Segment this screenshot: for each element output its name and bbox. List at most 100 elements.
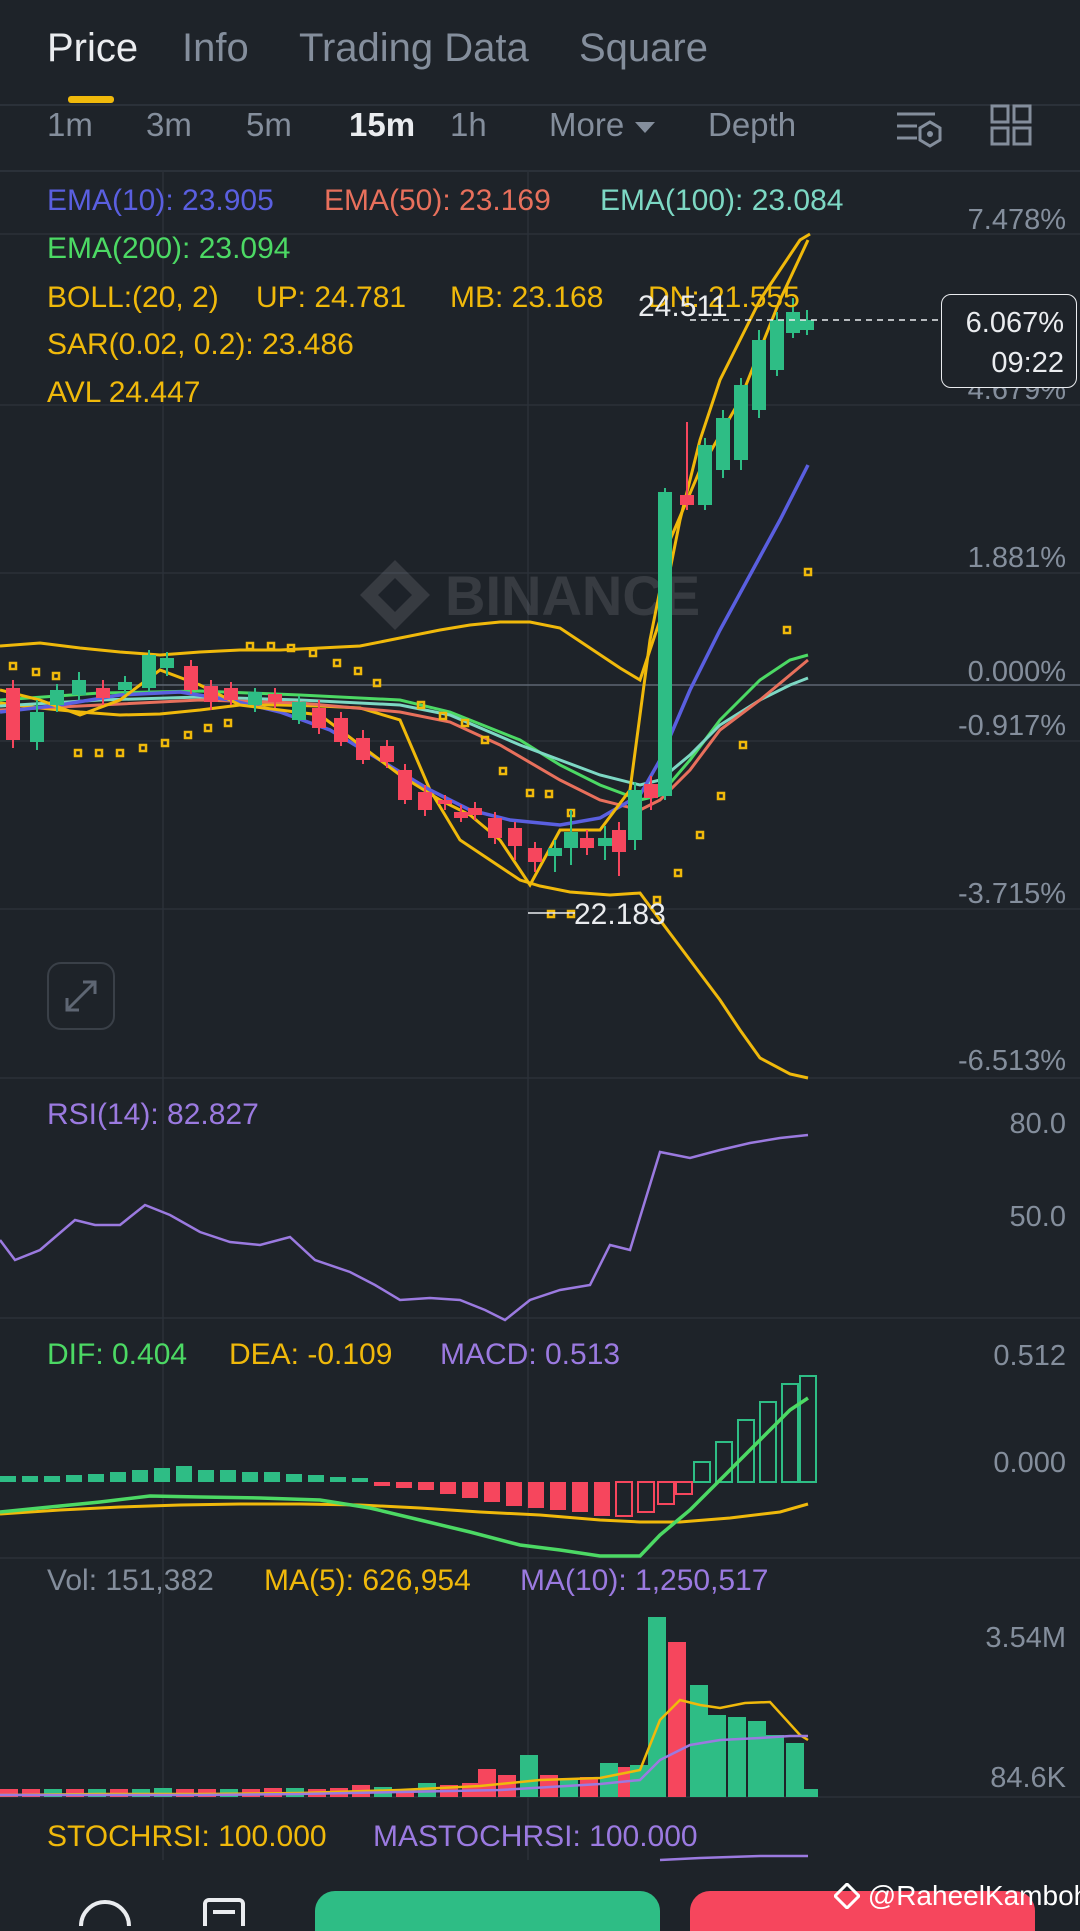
volume-bar <box>800 1789 818 1797</box>
tab-price[interactable]: Price <box>47 26 139 70</box>
macd-bar <box>657 1481 675 1505</box>
axis-label: 1.881% <box>967 542 1066 574</box>
binance-watermark <box>360 560 430 630</box>
tab-info[interactable]: Info <box>182 26 249 70</box>
interval-5m[interactable]: 5m <box>246 106 292 143</box>
volume-bar <box>560 1779 578 1797</box>
candle-body <box>142 655 156 688</box>
candle-body <box>528 848 542 862</box>
volume-bar <box>748 1721 766 1797</box>
candle-body <box>698 445 712 505</box>
volume-bars <box>0 1617 818 1797</box>
binance-logo-icon <box>832 1881 862 1911</box>
candle-body <box>468 808 482 815</box>
rsi-label: RSI(14): 82.827 <box>47 1098 259 1131</box>
axis-label: -3.715% <box>957 878 1066 910</box>
macd-bar <box>0 1476 16 1482</box>
watermark-user-text: @RaheelKamboh <box>867 1880 1080 1911</box>
volume-bar <box>648 1617 666 1797</box>
candle-body <box>644 784 658 798</box>
candle-body <box>72 680 86 695</box>
interval-1m[interactable]: 1m <box>47 106 93 143</box>
macd-bar <box>198 1470 214 1482</box>
axis-label: -6.513% <box>957 1045 1066 1077</box>
axis-label: 0.000% <box>967 656 1066 688</box>
dif-line <box>0 1396 809 1558</box>
interval-3m[interactable]: 3m <box>146 106 192 143</box>
more-dropdown[interactable]: More <box>549 106 657 144</box>
vol-ma10-label: MA(10): 1,250,517 <box>520 1564 769 1597</box>
candle-body <box>734 385 748 460</box>
candle-body <box>508 828 522 846</box>
volume-bar <box>498 1775 516 1797</box>
rsi-line <box>0 1133 809 1322</box>
volume-bar <box>478 1769 496 1797</box>
high-price-marker: 24.511 <box>638 290 728 323</box>
candle-body <box>118 682 132 690</box>
dea-label: DEA: -0.109 <box>229 1338 393 1371</box>
macd-bar <box>330 1477 346 1482</box>
boll-dn-label: DN: 21.555 <box>648 281 800 314</box>
dea-line <box>0 1502 809 1524</box>
macd-bar <box>693 1461 711 1483</box>
chart-grid <box>0 170 1080 1860</box>
more-label: More <box>549 106 625 143</box>
buy-button[interactable] <box>315 1891 660 1931</box>
ema10-label: EMA(10): 23.905 <box>47 184 274 217</box>
macd-bar <box>154 1468 170 1482</box>
macd-bar <box>506 1482 522 1506</box>
vol-label: Vol: 151,382 <box>47 1564 214 1597</box>
stochrsi-line <box>659 1854 808 1862</box>
candle-body <box>454 812 468 818</box>
grid-layout-icon[interactable] <box>990 104 1032 148</box>
candlesticks <box>6 298 814 876</box>
volume-bar <box>0 1789 18 1797</box>
interval-1h[interactable]: 1h <box>450 106 487 143</box>
active-tab-indicator <box>68 96 114 103</box>
boll-mb-label: MB: 23.168 <box>450 281 604 314</box>
candle-body <box>224 688 238 700</box>
macd-bar <box>484 1482 500 1502</box>
candle-body <box>488 818 502 838</box>
macd-axis-label: 0.512 <box>993 1340 1066 1372</box>
macd-label: MACD: 0.513 <box>440 1338 621 1371</box>
candle-body <box>356 738 370 760</box>
mastochrsi-label: MASTOCHRSI: 100.000 <box>373 1820 698 1853</box>
candle-body <box>312 708 326 728</box>
bollinger-bands <box>0 232 811 1080</box>
interval-15m[interactable]: 15m <box>349 106 416 143</box>
ema10-line <box>0 464 810 827</box>
candle-body <box>770 320 784 370</box>
macd-bar <box>242 1472 258 1482</box>
macd-bar <box>264 1472 280 1482</box>
depth-button[interactable]: Depth <box>708 106 797 143</box>
candle-body <box>184 666 198 690</box>
volume-bar <box>786 1743 804 1797</box>
candle-body <box>204 686 218 702</box>
chevron-down-icon <box>635 122 656 134</box>
volume-bar <box>580 1777 598 1797</box>
vol-axis-label: 3.54M <box>985 1622 1066 1654</box>
macd-bar <box>615 1481 633 1517</box>
orders-icon[interactable] <box>201 1896 249 1926</box>
candle-body <box>268 694 282 702</box>
volume-bar <box>418 1783 436 1797</box>
candle-body <box>598 838 612 846</box>
more-menu-icon[interactable] <box>78 1896 132 1926</box>
candle-body <box>6 688 20 740</box>
volume-bar <box>44 1789 62 1797</box>
low-price-marker: 22.183 <box>574 898 666 931</box>
candle-body <box>248 692 262 705</box>
candle-countdown: 09:22 <box>991 347 1064 379</box>
expand-icon <box>65 980 97 1012</box>
indicator-settings-icon[interactable] <box>895 106 943 150</box>
stochrsi-label: STOCHRSI: 100.000 <box>47 1820 327 1853</box>
tab-trading-data[interactable]: Trading Data <box>299 26 529 70</box>
rsi-axis-label: 50.0 <box>1009 1201 1066 1233</box>
fullscreen-button[interactable] <box>47 962 115 1030</box>
avl-label: AVL 24.447 <box>47 376 201 409</box>
tab-square[interactable]: Square <box>579 26 708 70</box>
macd-bar <box>462 1482 478 1498</box>
macd-bar <box>396 1482 412 1488</box>
